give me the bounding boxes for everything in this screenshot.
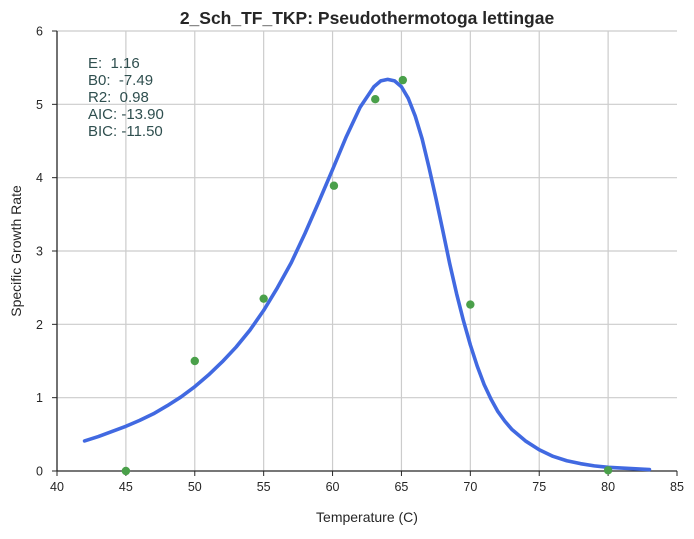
data-point xyxy=(259,294,268,303)
data-point xyxy=(190,356,199,366)
fitted-curve xyxy=(82,77,652,472)
fit-statistic-line: E: 1.16 xyxy=(88,55,140,72)
chart-title: 2_Sch_TF_TKP: Pseudothermotoga lettingae xyxy=(180,8,555,28)
x-tick-label: 55 xyxy=(257,480,271,494)
x-tick-label: 50 xyxy=(188,480,202,494)
grid xyxy=(57,30,677,471)
y-tick-label: 6 xyxy=(36,25,43,39)
data-point xyxy=(329,181,339,190)
x-tick-label: 60 xyxy=(326,480,340,494)
x-tick-label: 85 xyxy=(670,480,684,494)
fit-statistic-line: B0: -7.49 xyxy=(88,72,153,89)
y-tick-label: 0 xyxy=(36,465,43,479)
fit-statistic-line: BIC: -11.50 xyxy=(88,123,163,140)
y-axis-label: Specific Growth Rate xyxy=(8,185,24,317)
x-tick-label: 75 xyxy=(532,480,546,494)
x-tick-label: 45 xyxy=(119,480,133,494)
x-tick-label: 40 xyxy=(50,480,64,494)
data-point xyxy=(371,95,380,104)
x-tick-label: 70 xyxy=(463,480,477,494)
x-tick-label: 80 xyxy=(601,480,615,494)
data-point xyxy=(121,466,131,476)
fitted-curve-layer xyxy=(82,77,652,472)
y-tick-label: 4 xyxy=(36,171,43,185)
data-point xyxy=(398,75,408,85)
y-tick-label: 1 xyxy=(36,391,43,405)
y-tick-label: 5 xyxy=(36,98,43,112)
data-point xyxy=(603,466,613,475)
data-point xyxy=(466,300,475,309)
y-tick-label: 2 xyxy=(36,318,43,332)
fit-statistic-line: AIC: -13.90 xyxy=(88,106,164,123)
x-axis-label: Temperature (C) xyxy=(316,509,418,525)
x-tick-label: 65 xyxy=(394,480,408,494)
data-points xyxy=(121,75,613,476)
y-tick-label: 3 xyxy=(36,245,43,259)
fit-statistic-line: R2: 0.98 xyxy=(88,89,149,106)
